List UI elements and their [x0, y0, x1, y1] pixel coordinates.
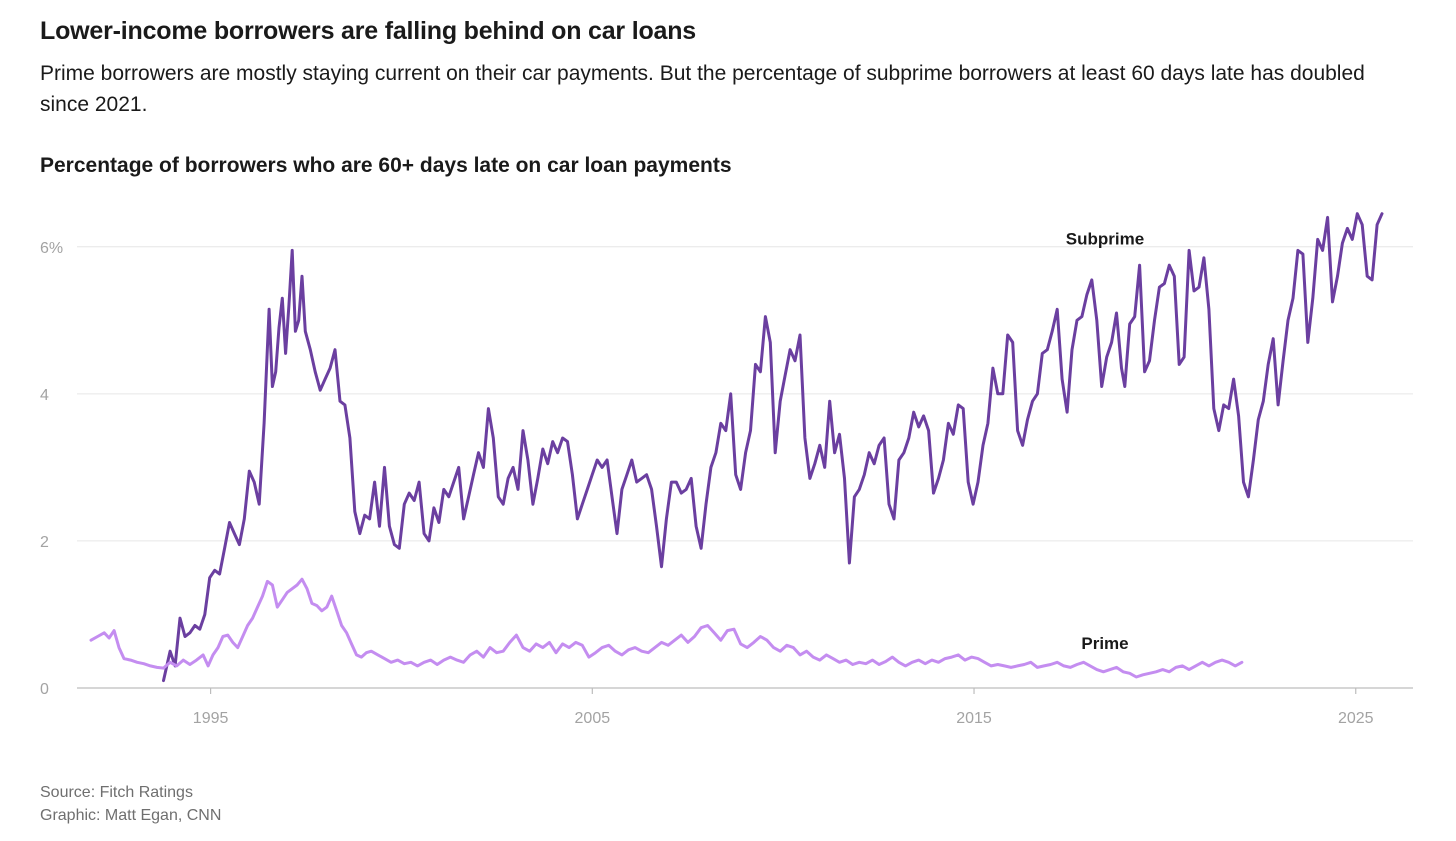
series-lines: [89, 212, 1384, 683]
series-line-prime: [89, 577, 1244, 679]
credit-note: Graphic: Matt Egan, CNN: [40, 807, 222, 824]
source-note: Source: Fitch Ratings: [40, 784, 193, 801]
y-tick-label: 6%: [40, 240, 63, 257]
x-tick-label: 2025: [1338, 710, 1374, 727]
series-label-subprime: Subprime: [1066, 229, 1144, 248]
x-tick-label: 2005: [575, 710, 611, 727]
series-annotations: Subprime Prime: [1066, 229, 1144, 652]
x-axis-ticks: 1995 2005 2015 2025: [193, 688, 1374, 727]
chart-headline: Lower-income borrowers are falling behin…: [40, 17, 696, 45]
y-tick-label: 2: [40, 534, 49, 551]
x-tick-label: 1995: [193, 710, 229, 727]
y-axis-ticks: 0 2 4 6%: [40, 240, 63, 698]
line-chart: 0 2 4 6% 1995 2005 2015 2025 Subprime Prime: [40, 212, 1413, 727]
gridlines: [77, 246, 1413, 689]
y-tick-label: 4: [40, 387, 49, 404]
x-tick-label: 2015: [956, 710, 992, 727]
y-tick-label: 0: [40, 681, 49, 698]
chart-subtitle: Prime borrowers are mostly staying curre…: [40, 62, 1365, 116]
series-label-prime: Prime: [1081, 634, 1128, 653]
series-line-subprime: [162, 212, 1384, 683]
chart-footer: Source: Fitch Ratings Graphic: Matt Egan…: [40, 781, 221, 827]
chart-title: Percentage of borrowers who are 60+ days…: [40, 154, 732, 177]
